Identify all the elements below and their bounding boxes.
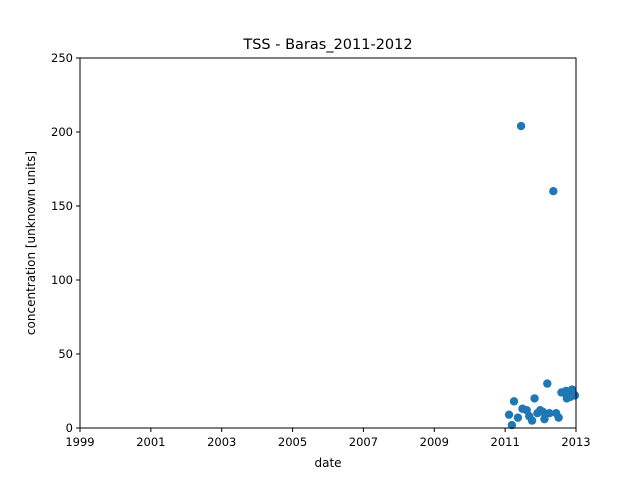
y-tick-label: 100 [51, 273, 73, 287]
x-tick-label: 2005 [278, 435, 307, 449]
data-point [527, 416, 537, 425]
x-tick-label: 2003 [207, 435, 236, 449]
data-point [545, 409, 554, 418]
data-point [513, 413, 523, 422]
x-tick-label: 2007 [349, 435, 378, 449]
x-tick-label: 2013 [561, 435, 590, 449]
data-point [530, 394, 539, 403]
y-tick-label: 250 [51, 51, 73, 65]
x-tick-label: 2011 [491, 435, 520, 449]
y-tick-label: 150 [51, 199, 73, 213]
data-point [516, 121, 526, 131]
x-axis-ticks: 1999 2001 2003 2005 2007 2009 2011 2013 [65, 428, 591, 449]
data-point [509, 397, 519, 406]
data-point [507, 420, 517, 430]
data-point [549, 187, 558, 196]
data-point [538, 407, 547, 416]
data-point [570, 391, 580, 400]
x-tick-label: 2001 [136, 435, 165, 449]
data-points [504, 121, 580, 430]
x-tick-label: 1999 [65, 435, 94, 449]
x-axis-label: date [314, 456, 341, 470]
data-point [504, 410, 514, 419]
data-point [540, 414, 549, 424]
plot-area-frame [79, 57, 577, 429]
chart-title: TSS - Baras_2011-2012 [242, 37, 412, 53]
y-tick-label: 200 [51, 125, 73, 139]
x-tick-label: 2009 [420, 435, 449, 449]
y-tick-label: 50 [58, 347, 73, 361]
y-axis-label: concentration [unknown units] [24, 151, 38, 335]
data-point [554, 413, 563, 422]
y-axis-ticks: 0 50 100 150 200 250 [51, 51, 80, 435]
y-tick-label: 0 [66, 421, 73, 435]
data-point [543, 379, 552, 388]
